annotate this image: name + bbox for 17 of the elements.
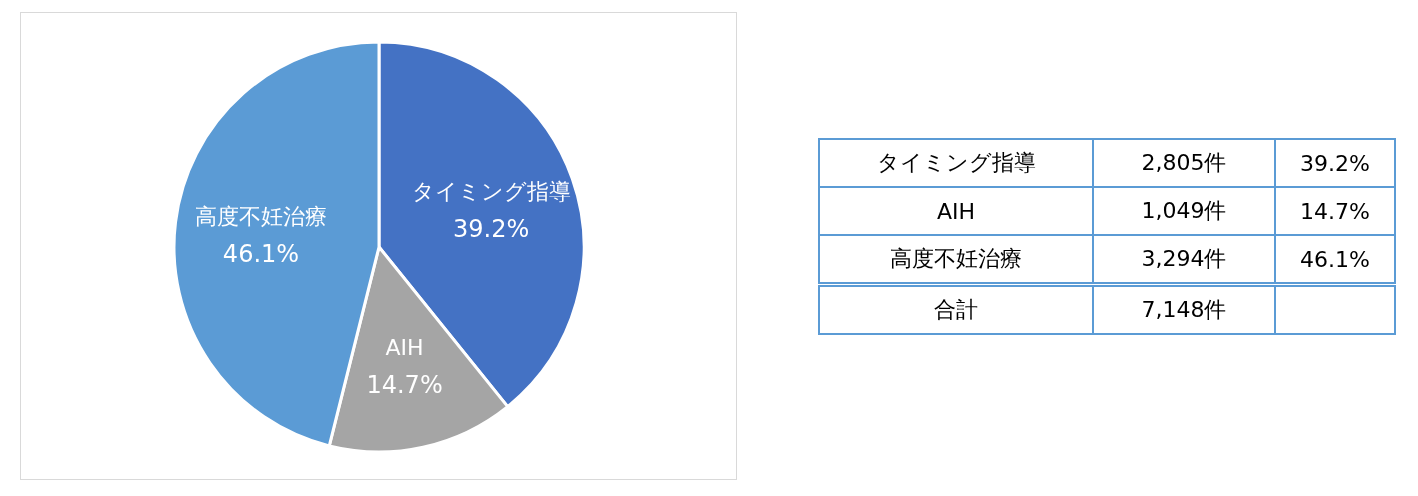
data-label: 46.1%	[222, 240, 300, 269]
text: 7,148件	[1093, 284, 1275, 334]
text: 39.2%	[1275, 139, 1395, 187]
data-label: 14.7%	[366, 371, 443, 400]
category-label: 合計	[819, 284, 1093, 334]
data-label: 39.2%	[453, 215, 530, 244]
text: 2,805件	[1093, 139, 1275, 187]
text: 46.1%	[1275, 235, 1395, 285]
slice-label: AIH	[385, 335, 424, 361]
slice-label: タイミング指導	[411, 179, 571, 205]
category-label: タイミング指導	[819, 139, 1093, 187]
category-label: 高度不妊治療	[819, 235, 1093, 285]
slice-label: 高度不妊治療	[194, 204, 327, 230]
text: 3,294件	[1093, 235, 1275, 285]
text: 1,049件	[1093, 187, 1275, 235]
text: 14.7%	[1275, 187, 1395, 235]
category-label: AIH	[819, 187, 1093, 235]
